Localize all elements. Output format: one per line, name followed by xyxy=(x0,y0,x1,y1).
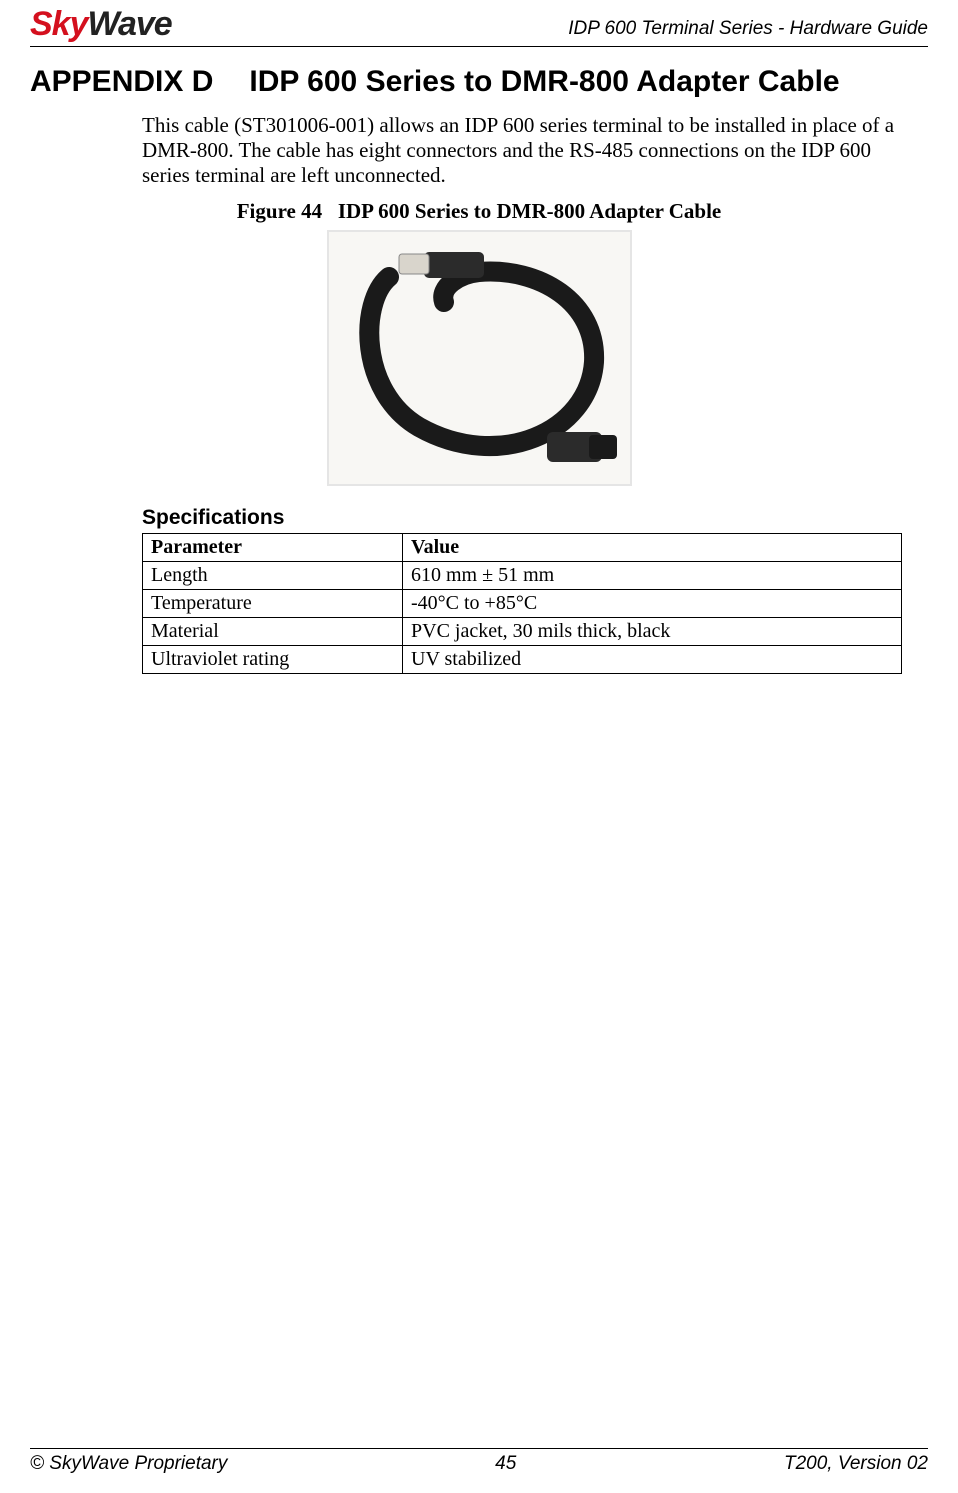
figure-title: IDP 600 Series to DMR-800 Adapter Cable xyxy=(338,199,721,223)
document-title: IDP 600 Terminal Series - Hardware Guide xyxy=(568,18,928,44)
specifications-table: Parameter Value Length 610 mm ± 51 mm Te… xyxy=(142,533,902,674)
appendix-title: IDP 600 Series to DMR-800 Adapter Cable xyxy=(249,65,839,99)
specifications-heading: Specifications xyxy=(142,506,928,530)
appendix-label: APPENDIX D xyxy=(30,65,213,99)
logo-text-sky: Sky xyxy=(30,5,88,44)
table-cell-parameter: Length xyxy=(143,561,403,589)
logo-text-wave: Wave xyxy=(88,5,172,44)
table-cell-parameter: Material xyxy=(143,617,403,645)
table-row: Ultraviolet rating UV stabilized xyxy=(143,645,902,673)
table-header-parameter: Parameter xyxy=(143,533,403,561)
intro-paragraph: This cable (ST301006-001) allows an IDP … xyxy=(142,113,918,189)
table-cell-value: PVC jacket, 30 mils thick, black xyxy=(403,617,902,645)
logo: SkyWave xyxy=(30,5,172,44)
footer-page-number: 45 xyxy=(495,1453,516,1475)
table-row: Length 610 mm ± 51 mm xyxy=(143,561,902,589)
figure-label: Figure 44 xyxy=(237,199,322,223)
table-header-value: Value xyxy=(403,533,902,561)
table-header-row: Parameter Value xyxy=(143,533,902,561)
table-cell-value: -40°C to +85°C xyxy=(403,589,902,617)
footer-right: T200, Version 02 xyxy=(784,1453,928,1475)
table-cell-value: 610 mm ± 51 mm xyxy=(403,561,902,589)
page-header: SkyWave IDP 600 Terminal Series - Hardwa… xyxy=(30,5,928,47)
table-row: Temperature -40°C to +85°C xyxy=(143,589,902,617)
appendix-heading: APPENDIX D IDP 600 Series to DMR-800 Ada… xyxy=(30,65,928,99)
footer-left: © SkyWave Proprietary xyxy=(30,1453,227,1475)
cable-icon xyxy=(329,232,632,486)
figure-image xyxy=(327,230,632,486)
table-cell-parameter: Ultraviolet rating xyxy=(143,645,403,673)
table-cell-parameter: Temperature xyxy=(143,589,403,617)
table-cell-value: UV stabilized xyxy=(403,645,902,673)
table-row: Material PVC jacket, 30 mils thick, blac… xyxy=(143,617,902,645)
page-footer: © SkyWave Proprietary 45 T200, Version 0… xyxy=(30,1448,928,1475)
figure-caption: Figure 44 IDP 600 Series to DMR-800 Adap… xyxy=(30,199,928,224)
